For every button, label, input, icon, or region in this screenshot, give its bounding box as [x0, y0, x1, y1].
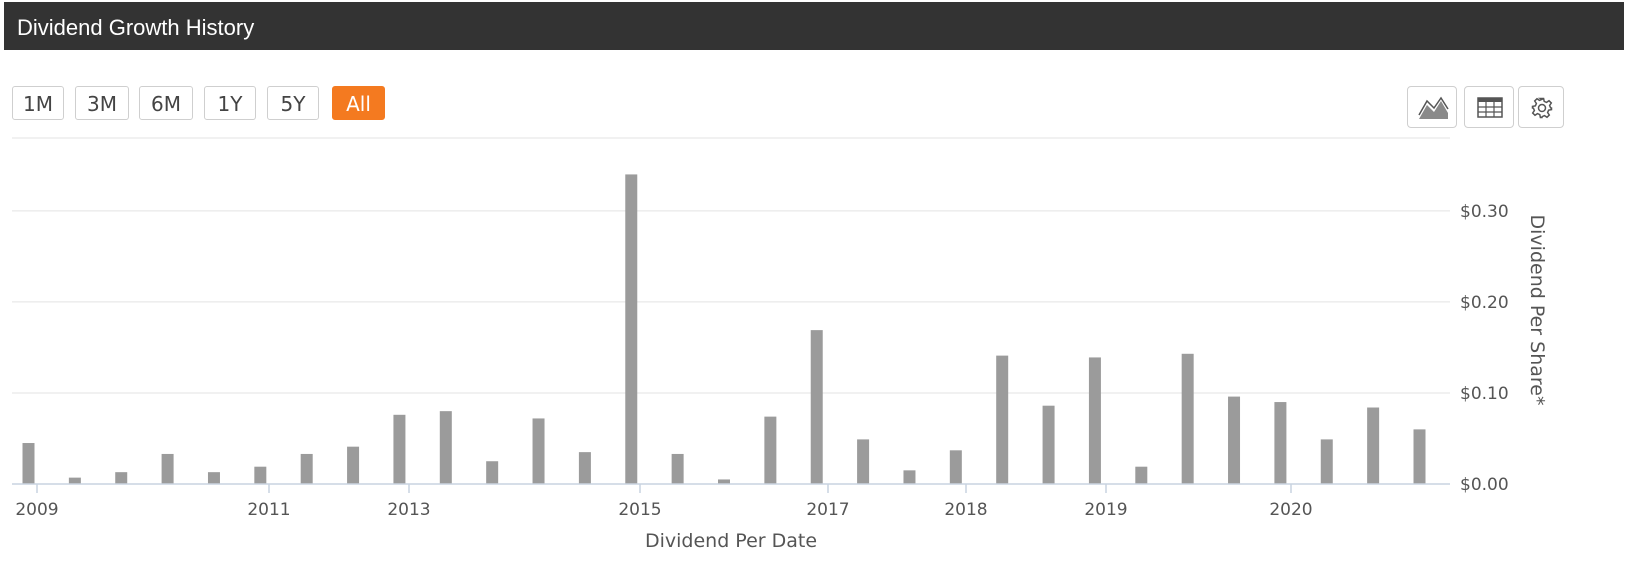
bar[interactable]: [1042, 405, 1055, 484]
x-tick-label: 2013: [387, 500, 430, 520]
bar[interactable]: [1320, 439, 1333, 484]
y-tick-label: $0.10: [1460, 384, 1509, 404]
bar[interactable]: [1274, 402, 1287, 484]
bar[interactable]: [1367, 407, 1380, 484]
bar[interactable]: [347, 446, 360, 484]
bar[interactable]: [1181, 353, 1194, 484]
x-tick-label: 2018: [944, 500, 987, 520]
bar[interactable]: [1413, 429, 1426, 484]
bar[interactable]: [22, 443, 35, 484]
chart-view-button[interactable]: [1407, 86, 1457, 128]
x-tick-label: 2011: [247, 500, 290, 520]
bar[interactable]: [532, 418, 545, 484]
x-axis-title: Dividend Per Date: [645, 530, 817, 552]
range-button-1y[interactable]: 1Y: [204, 86, 256, 120]
range-button-all[interactable]: All: [332, 86, 385, 120]
bar[interactable]: [903, 470, 916, 484]
bar[interactable]: [161, 453, 174, 484]
bar[interactable]: [578, 452, 591, 484]
page-title: Dividend Growth History: [17, 15, 255, 40]
bar[interactable]: [996, 355, 1009, 484]
bar[interactable]: [949, 450, 962, 484]
x-tick-label: 2015: [618, 500, 661, 520]
title-bar: Dividend Growth History: [4, 2, 1624, 50]
table-icon: [1477, 97, 1503, 118]
bar[interactable]: [625, 174, 638, 484]
y-tick-label: $0.30: [1460, 202, 1509, 222]
gear-icon: [1531, 97, 1553, 119]
range-button-1m[interactable]: 1M: [12, 86, 64, 120]
y-tick-label: $0.20: [1460, 293, 1509, 313]
bar[interactable]: [115, 472, 128, 484]
x-tick-label: 2017: [806, 500, 849, 520]
x-tick-label: 2020: [1269, 500, 1312, 520]
bar[interactable]: [764, 416, 777, 484]
bar[interactable]: [393, 414, 406, 484]
bar[interactable]: [1088, 357, 1101, 484]
bar[interactable]: [671, 453, 684, 484]
bar[interactable]: [810, 330, 823, 484]
range-button-5y[interactable]: 5Y: [267, 86, 319, 120]
x-tick-label: 2019: [1084, 500, 1127, 520]
bar[interactable]: [254, 466, 267, 484]
range-button-6m[interactable]: 6M: [139, 86, 193, 120]
area-chart-icon: [1418, 96, 1449, 119]
bar[interactable]: [68, 477, 81, 484]
y-axis-title: Dividend Per Share*: [1526, 215, 1548, 406]
bar[interactable]: [718, 479, 730, 484]
bar[interactable]: [486, 461, 499, 484]
x-tick-label: 2009: [15, 500, 58, 520]
table-view-button[interactable]: [1464, 86, 1514, 128]
bar[interactable]: [300, 453, 313, 484]
bar[interactable]: [207, 472, 220, 484]
bar[interactable]: [1135, 466, 1148, 484]
bar[interactable]: [439, 411, 452, 484]
y-tick-label: $0.00: [1460, 475, 1509, 495]
range-button-3m[interactable]: 3M: [75, 86, 129, 120]
bar[interactable]: [857, 439, 870, 484]
bar[interactable]: [1228, 396, 1241, 484]
settings-button[interactable]: [1518, 86, 1564, 128]
